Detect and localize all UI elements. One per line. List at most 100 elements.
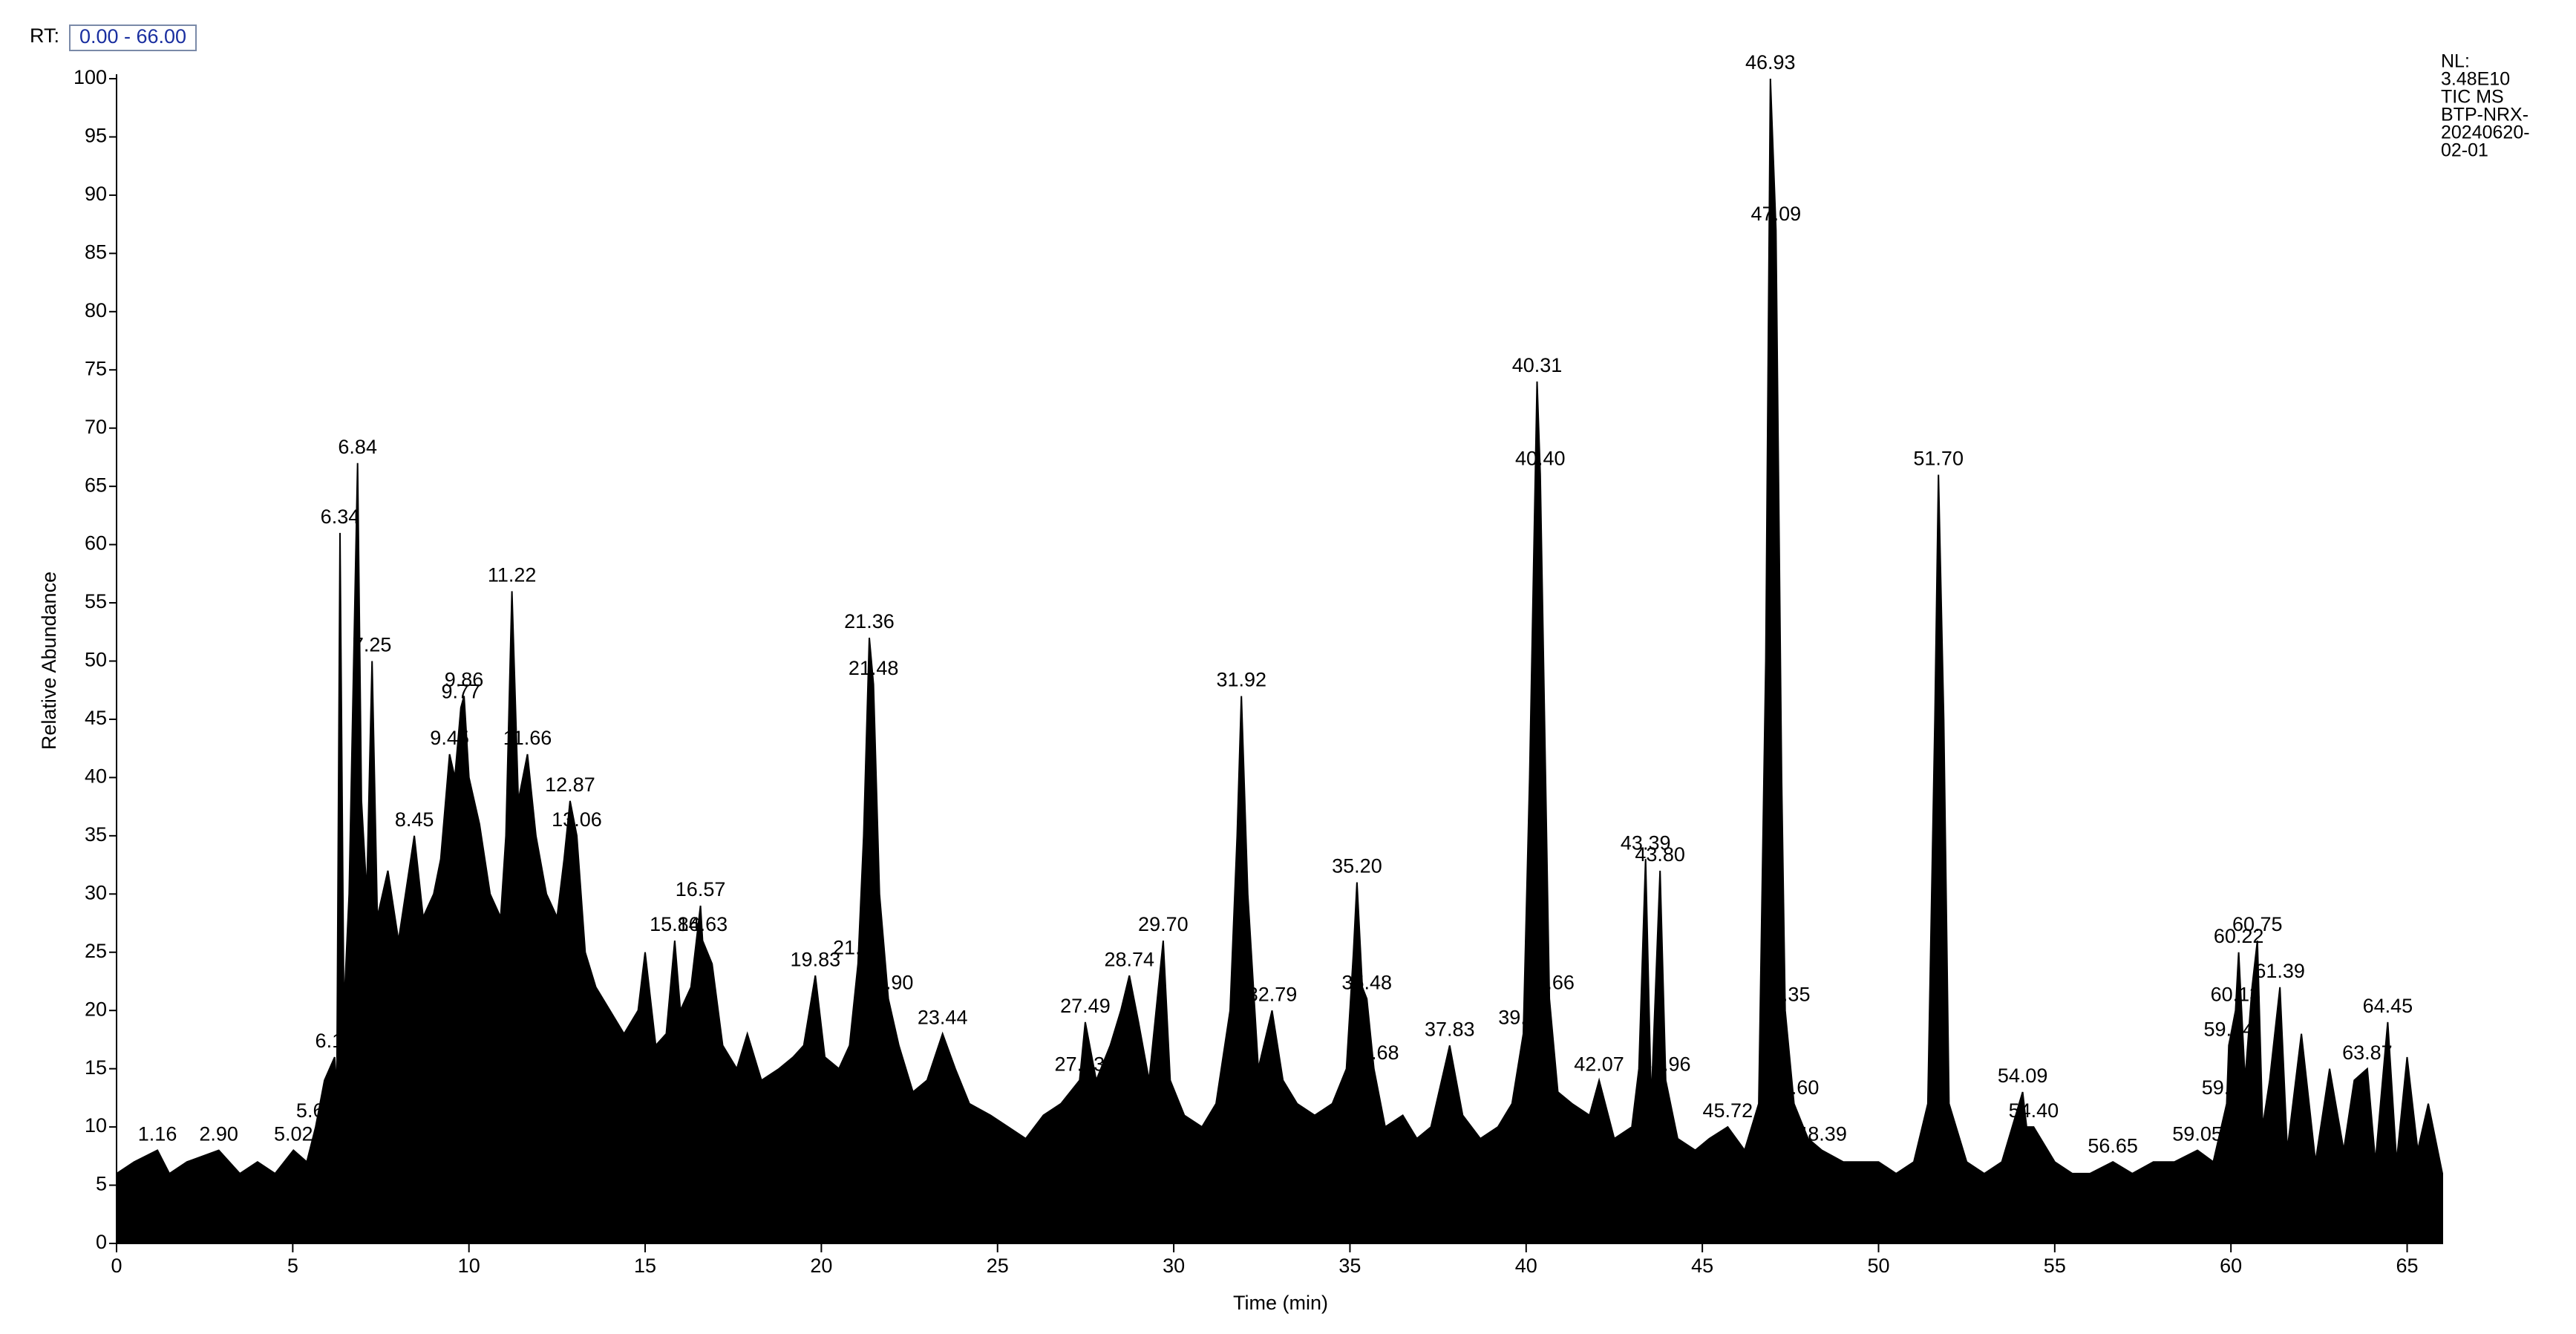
info-line: 3.48E10 [2441, 69, 2510, 90]
x-tick-label: 60 [2220, 1255, 2242, 1277]
trace [116, 78, 2443, 1244]
peak-label: 6.84 [338, 436, 377, 458]
peak-label: 31.92 [1216, 669, 1266, 691]
y-tick-label: 75 [85, 357, 107, 379]
peak-label: 11.66 [503, 727, 552, 749]
peak-label: 9.86 [445, 669, 484, 691]
y-tick-label: 35 [85, 823, 107, 846]
peak-label: 61.39 [2255, 960, 2305, 982]
y-tick-label: 5 [96, 1173, 107, 1195]
y-tick-label: 40 [85, 765, 107, 788]
rt-range: 0.00 - 66.00 [79, 25, 186, 48]
peak-label: 46.93 [1745, 51, 1796, 73]
peak-label: 21.04 [833, 937, 883, 959]
x-tick-label: 10 [458, 1255, 480, 1277]
peak-label: 6.19 [316, 1030, 355, 1052]
y-tick-label: 85 [85, 241, 107, 263]
peak-label: 7.25 [353, 634, 392, 656]
peak-label: 13.06 [552, 808, 602, 831]
x-tick-label: 40 [1515, 1255, 1537, 1277]
y-tick-label: 100 [73, 66, 107, 88]
peak-label: 23.44 [918, 1007, 968, 1029]
x-axis-label: Time (min) [1233, 1292, 1328, 1314]
peak-label: 63.87 [2342, 1042, 2393, 1064]
info-line: NL: [2441, 51, 2470, 72]
peak-label: 40.40 [1515, 448, 1566, 470]
peak-label: 16.63 [678, 913, 728, 935]
peak-label: 60.22 [2214, 925, 2264, 947]
peak-label: 9.45 [430, 727, 469, 749]
peak-label: 32.79 [1247, 983, 1298, 1005]
peak-label: 27.33 [1055, 1053, 1105, 1075]
peak-label: 29.70 [1138, 913, 1189, 935]
peak-label: 37.83 [1425, 1018, 1475, 1040]
peak-label: 48.39 [1797, 1123, 1847, 1145]
peak-label: 43.39 [1621, 831, 1671, 854]
peak-label: 15.84 [650, 913, 700, 935]
peak-label: 16.57 [676, 878, 726, 900]
peak-label: 35.68 [1349, 1042, 1399, 1064]
peak-label: 35.20 [1332, 855, 1382, 877]
y-tick-label: 10 [85, 1114, 107, 1137]
x-tick-label: 20 [810, 1255, 832, 1277]
peak-label: 21.36 [844, 610, 895, 632]
peak-label: 1.16 [138, 1123, 177, 1145]
y-tick-label: 55 [85, 590, 107, 612]
x-tick-label: 15 [634, 1255, 656, 1277]
peak-label: 43.80 [1635, 843, 1685, 866]
peak-label: 40.31 [1512, 354, 1563, 376]
peak-label: 6.34 [321, 506, 360, 528]
y-tick-label: 15 [85, 1056, 107, 1079]
y-tick-label: 0 [96, 1231, 107, 1253]
peak-label: 39.92 [1498, 1007, 1549, 1029]
peak-label: 27.49 [1060, 995, 1111, 1017]
peak-label: 43.96 [1641, 1053, 1691, 1075]
peak-label: 5.65 [296, 1099, 336, 1122]
peak-label: 8.45 [395, 808, 434, 831]
peak-label: 42.07 [1574, 1053, 1624, 1075]
y-tick-label: 60 [85, 532, 107, 555]
peak-label: 47.09 [1751, 203, 1802, 225]
y-tick-label: 20 [85, 998, 107, 1020]
info-line: 20240620- [2441, 122, 2530, 143]
peak-label: 54.09 [1998, 1065, 2048, 1087]
peak-label: 60.13 [2211, 983, 2261, 1005]
peak-label: 21.90 [863, 972, 914, 994]
peak-label: 2.90 [199, 1123, 238, 1145]
rt-range-box [69, 24, 197, 51]
x-tick-label: 50 [1867, 1255, 1889, 1277]
y-tick-label: 95 [85, 125, 107, 147]
rt-label: RT: [30, 24, 59, 47]
peak-label: 59.05 [2172, 1123, 2223, 1145]
x-tick-label: 0 [111, 1255, 122, 1277]
peak-label: 47.35 [1760, 983, 1811, 1005]
info-line: TIC MS [2441, 87, 2504, 108]
peak-label: 28.74 [1104, 948, 1154, 970]
peak-label: 35.48 [1341, 972, 1392, 994]
y-tick-label: 80 [85, 299, 107, 321]
peak-label: 59.94 [2204, 1018, 2255, 1040]
info-line: 02-01 [2441, 140, 2488, 161]
y-tick-label: 70 [85, 416, 107, 438]
peak-label: 54.40 [2009, 1099, 2059, 1122]
peak-label: 64.45 [2363, 995, 2413, 1017]
y-tick-label: 65 [85, 474, 107, 496]
peak-label: 60.75 [2232, 913, 2283, 935]
x-tick-label: 35 [1338, 1255, 1361, 1277]
peak-label: 40.66 [1524, 972, 1575, 994]
x-tick-label: 30 [1163, 1255, 1185, 1277]
x-tick-label: 25 [987, 1255, 1009, 1277]
x-tick-label: 5 [287, 1255, 298, 1277]
x-tick-label: 45 [1691, 1255, 1713, 1277]
y-tick-label: 30 [85, 881, 107, 903]
x-tick-label: 65 [2396, 1255, 2419, 1277]
y-tick-label: 50 [85, 649, 107, 671]
peak-label: 12.87 [545, 774, 595, 796]
y-tick-label: 45 [85, 707, 107, 729]
info-line: BTP-NRX- [2441, 105, 2528, 125]
peak-label: 45.72 [1703, 1099, 1753, 1122]
peak-label: 5.02 [274, 1123, 313, 1145]
peak-label: 51.70 [1913, 448, 1964, 470]
